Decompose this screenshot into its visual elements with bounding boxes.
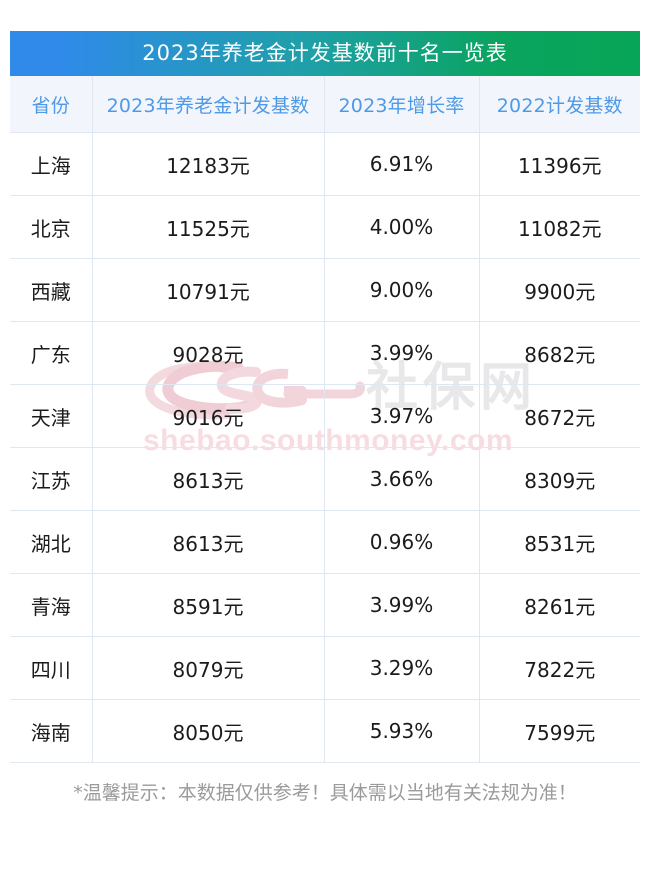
cell-base-2023: 10791元 xyxy=(91,258,325,322)
table-row: 天津 9016元 3.97% 8672元 xyxy=(10,384,640,448)
table-row: 西藏 10791元 9.00% 9900元 xyxy=(10,258,640,322)
cell-base-2022: 8309元 xyxy=(478,447,640,511)
cell-base-2022: 7822元 xyxy=(478,636,640,700)
cell-province: 天津 xyxy=(10,384,93,448)
cell-growth-2023: 3.99% xyxy=(323,573,480,637)
cell-base-2023: 9028元 xyxy=(91,321,325,385)
cell-base-2023: 9016元 xyxy=(91,384,325,448)
cell-province: 海南 xyxy=(10,699,93,763)
cell-growth-2023: 0.96% xyxy=(323,510,480,574)
cell-province: 西藏 xyxy=(10,258,93,322)
table-body: 上海 12183元 6.91% 11396元 北京 11525元 4.00% 11082元 西藏… xyxy=(10,132,640,763)
cell-base-2023: 8591元 xyxy=(91,573,325,637)
table-title: 2023年养老金计发基数前十名一览表 xyxy=(10,31,640,76)
cell-growth-2023: 3.99% xyxy=(323,321,480,385)
pension-table-container: 2023年养老金计发基数前十名一览表 省份 2023年养老金计发基数 2023年… xyxy=(10,31,640,763)
cell-growth-2023: 4.00% xyxy=(323,195,480,259)
footnote-tip: *温馨提示：本数据仅供参考！具体需以当地有关法规为准！ xyxy=(73,782,577,804)
cell-base-2022: 11396元 xyxy=(478,132,640,196)
pension-table: 省份 2023年养老金计发基数 2023年增长率 2022计发基数 上海 1218… xyxy=(10,76,640,763)
column-header-base-2022: 2022计发基数 xyxy=(478,76,640,133)
table-row: 湖北 8613元 0.96% 8531元 xyxy=(10,510,640,574)
cell-province: 北京 xyxy=(10,195,93,259)
column-header-base-2023: 2023年养老金计发基数 xyxy=(91,76,325,133)
cell-base-2022: 8531元 xyxy=(478,510,640,574)
cell-base-2023: 12183元 xyxy=(91,132,325,196)
table-row: 广东 9028元 3.99% 8682元 xyxy=(10,321,640,385)
cell-base-2023: 11525元 xyxy=(91,195,325,259)
cell-province: 四川 xyxy=(10,636,93,700)
table-row: 上海 12183元 6.91% 11396元 xyxy=(10,132,640,196)
table-head: 省份 2023年养老金计发基数 2023年增长率 2022计发基数 xyxy=(10,76,640,133)
table-row: 江苏 8613元 3.66% 8309元 xyxy=(10,447,640,511)
table-row: 北京 11525元 4.00% 11082元 xyxy=(10,195,640,259)
cell-growth-2023: 3.29% xyxy=(323,636,480,700)
cell-province: 青海 xyxy=(10,573,93,637)
column-header-province: 省份 xyxy=(10,76,93,133)
column-header-growth-2023: 2023年增长率 xyxy=(323,76,480,133)
cell-base-2022: 9900元 xyxy=(478,258,640,322)
cell-base-2023: 8079元 xyxy=(91,636,325,700)
cell-base-2023: 8613元 xyxy=(91,447,325,511)
table-row: 海南 8050元 5.93% 7599元 xyxy=(10,699,640,763)
cell-base-2023: 8050元 xyxy=(91,699,325,763)
table-row: 青海 8591元 3.99% 8261元 xyxy=(10,573,640,637)
cell-province: 江苏 xyxy=(10,447,93,511)
cell-growth-2023: 9.00% xyxy=(323,258,480,322)
cell-base-2022: 7599元 xyxy=(478,699,640,763)
cell-growth-2023: 3.66% xyxy=(323,447,480,511)
cell-base-2022: 11082元 xyxy=(478,195,640,259)
cell-province: 上海 xyxy=(10,132,93,196)
cell-province: 湖北 xyxy=(10,510,93,574)
cell-province: 广东 xyxy=(10,321,93,385)
cell-growth-2023: 5.93% xyxy=(323,699,480,763)
cell-base-2023: 8613元 xyxy=(91,510,325,574)
table-header-row: 省份 2023年养老金计发基数 2023年增长率 2022计发基数 xyxy=(10,76,640,133)
cell-base-2022: 8672元 xyxy=(478,384,640,448)
cell-base-2022: 8261元 xyxy=(478,573,640,637)
cell-base-2022: 8682元 xyxy=(478,321,640,385)
cell-growth-2023: 6.91% xyxy=(323,132,480,196)
table-row: 四川 8079元 3.29% 7822元 xyxy=(10,636,640,700)
cell-growth-2023: 3.97% xyxy=(323,384,480,448)
